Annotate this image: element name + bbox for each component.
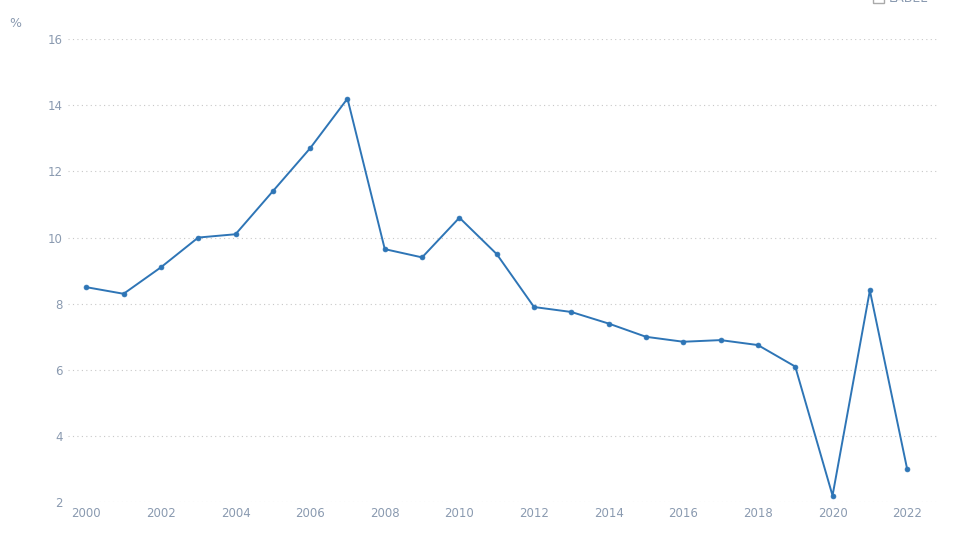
Text: %: % [10, 17, 21, 30]
Legend: LABEL: LABEL [870, 0, 931, 8]
